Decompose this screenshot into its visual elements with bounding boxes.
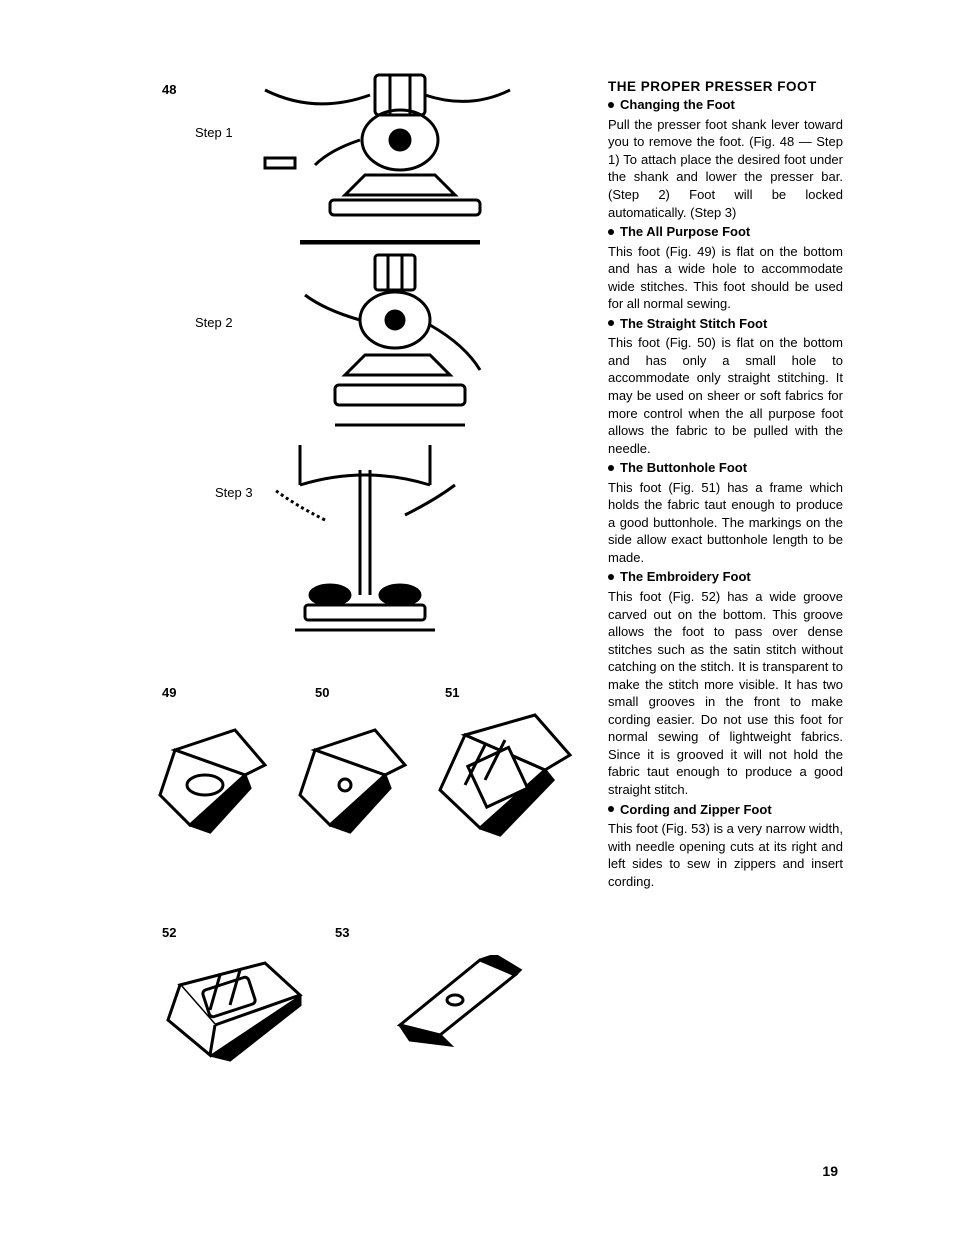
- fig-label-48: 48: [162, 82, 176, 97]
- fig53-foot: [385, 955, 525, 1055]
- subhead-cording: Cording and Zipper Foot: [608, 801, 843, 819]
- step-label-1: Step 1: [195, 125, 233, 140]
- para-straight: This foot (Fig. 50) is flat on the botto…: [608, 334, 843, 457]
- fig49-foot: [150, 720, 280, 840]
- step-label-2: Step 2: [195, 315, 233, 330]
- subhead-straight: The Straight Stitch Foot: [608, 315, 843, 333]
- subhead-allpurpose: The All Purpose Foot: [608, 223, 843, 241]
- para-buttonhole: This foot (Fig. 51) has a frame which ho…: [608, 479, 843, 567]
- subhead-embroidery: The Embroidery Foot: [608, 568, 843, 586]
- fig-label-53: 53: [335, 925, 349, 940]
- fig-label-52: 52: [162, 925, 176, 940]
- fig51-foot: [435, 710, 575, 840]
- fig-label-51: 51: [445, 685, 459, 700]
- fig52-foot: [160, 955, 310, 1065]
- para-allpurpose: This foot (Fig. 49) is flat on the botto…: [608, 243, 843, 313]
- para-embroidery: This foot (Fig. 52) has a wide groove ca…: [608, 588, 843, 799]
- fig48-step2-diagram: [280, 240, 500, 435]
- page-number: 19: [822, 1163, 838, 1179]
- section-title: THE PROPER PRESSER FOOT: [608, 78, 843, 96]
- subhead-changing: Changing the Foot: [608, 96, 843, 114]
- fig-label-49: 49: [162, 685, 176, 700]
- subhead-buttonhole: The Buttonhole Foot: [608, 459, 843, 477]
- step-label-3: Step 3: [215, 485, 253, 500]
- fig48-step1-diagram: [260, 70, 520, 230]
- fig-label-50: 50: [315, 685, 329, 700]
- fig50-foot: [290, 720, 420, 840]
- page: 48 Step 1 Step 2 Step 3: [0, 0, 954, 1235]
- para-changing: Pull the presser foot shank lever toward…: [608, 116, 843, 221]
- para-cording: This foot (Fig. 53) is a very narrow wid…: [608, 820, 843, 890]
- fig48-step3-diagram: [265, 445, 465, 640]
- right-column: THE PROPER PRESSER FOOT Changing the Foo…: [608, 78, 843, 892]
